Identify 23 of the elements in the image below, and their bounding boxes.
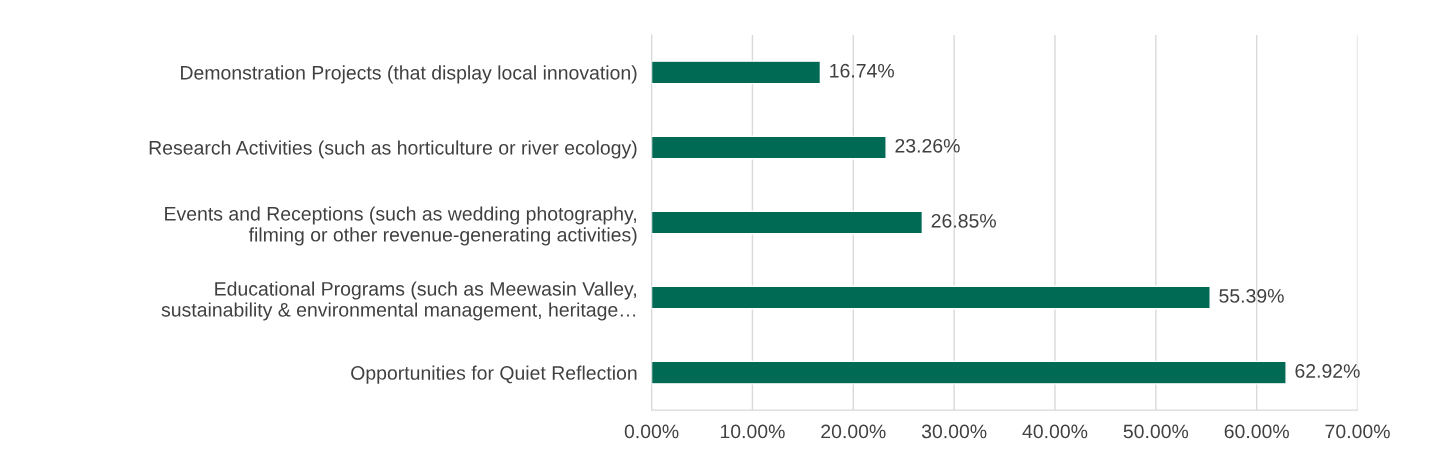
x-tick-label: 30.00% [921, 424, 987, 439]
data-label: 16.74% [830, 63, 894, 78]
x-tick-label: 20.00% [821, 424, 886, 439]
x-tick-label: 0.00% [624, 424, 679, 439]
data-label: 62.92% [1295, 364, 1360, 378]
data-label: 55.39% [1219, 289, 1284, 303]
bar [651, 210, 924, 235]
y-tick-label: Research Activities (such as horticulture or river ecology) [149, 140, 637, 159]
y-tick-label: Events and Receptions (such as wedding photography, filming or other revenue-generating activities) [165, 206, 637, 246]
x-tick-label: 50.00% [1123, 424, 1189, 439]
bar [651, 285, 1211, 310]
x-tick-label: 70.00% [1325, 424, 1390, 439]
x-tick-label: 10.00% [720, 424, 785, 439]
data-label: 23.26% [895, 138, 960, 153]
x-tick-label: 60.00% [1224, 424, 1289, 439]
bar [651, 360, 1287, 385]
bar [651, 135, 887, 160]
y-tick-label: Educational Programs (such as Meewasin Valley, sustainability & environmental management, heritage… [161, 281, 636, 321]
y-tick-label: Opportunities for Quiet Reflection [351, 365, 637, 384]
data-label: 26.85% [931, 213, 996, 228]
x-tick-label: 40.00% [1022, 424, 1088, 439]
y-tick-label: Demonstration Projects (that display local innovation) [181, 65, 637, 84]
bar [651, 60, 822, 85]
